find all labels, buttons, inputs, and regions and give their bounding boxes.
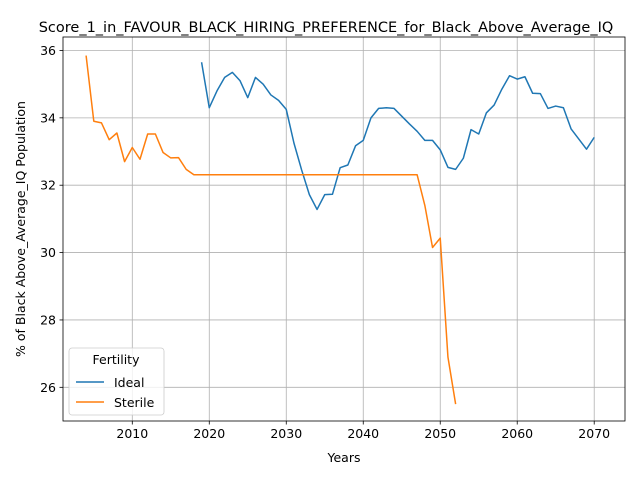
x-axis-label: Years [327, 450, 361, 465]
x-tick-label: 2020 [193, 426, 225, 441]
legend-title: Fertility [93, 352, 141, 367]
plot-frame [62, 36, 626, 422]
x-axis: 2010 2020 2030 2040 2050 2060 2070 [116, 421, 610, 441]
series-line-ideal [200, 62, 595, 211]
y-axis: 26 28 30 32 34 36 [40, 43, 63, 395]
legend-box [68, 347, 165, 416]
y-axis-label: % of Black Above_Average_IQ Population [13, 101, 28, 357]
legend-label-sterile: Sterile [114, 395, 155, 410]
y-tick-label: 28 [40, 312, 56, 327]
x-tick-label: 2050 [424, 426, 456, 441]
chart-title: Score_1_in_FAVOUR_BLACK_HIRING_PREFERENC… [39, 20, 614, 36]
x-tick-label: 2070 [578, 426, 610, 441]
series-layer [85, 55, 595, 405]
y-tick-label: 32 [40, 178, 56, 193]
legend: Fertility Ideal Sterile [68, 347, 165, 416]
x-tick-label: 2030 [270, 426, 302, 441]
y-tick-label: 34 [40, 110, 56, 125]
y-tick-label: 36 [40, 43, 56, 58]
series-line-sterile [85, 55, 457, 405]
y-tick-label: 26 [40, 380, 56, 395]
x-tick-label: 2010 [116, 426, 148, 441]
y-tick-label: 30 [40, 245, 56, 260]
x-tick-label: 2060 [501, 426, 533, 441]
x-tick-label: 2040 [347, 426, 379, 441]
legend-label-ideal: Ideal [114, 375, 144, 390]
